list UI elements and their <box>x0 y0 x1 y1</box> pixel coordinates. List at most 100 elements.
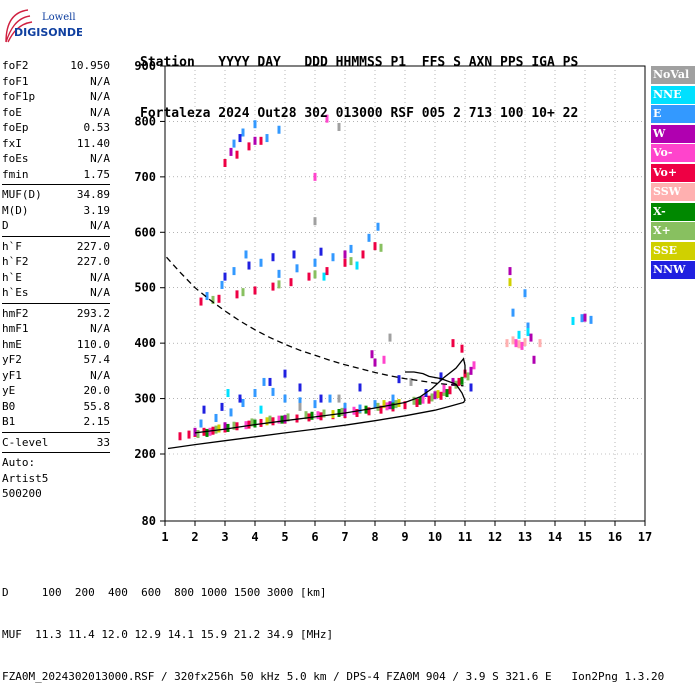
echo-point <box>508 278 512 287</box>
echo-point <box>448 386 452 395</box>
param-divider <box>2 302 110 304</box>
echo-point <box>265 417 269 426</box>
param-group-1: foF2 10.950 foF1 N/A foF1p N/A foE N/A foEp 0… <box>2 58 110 182</box>
echo-point <box>442 384 446 393</box>
echo-point <box>271 253 275 262</box>
echo-point <box>253 419 257 428</box>
param-row-yE: yE 20.0 <box>2 384 110 397</box>
echo-point <box>436 390 440 399</box>
echo-point <box>316 411 320 420</box>
echo-point <box>253 389 257 398</box>
echo-point <box>526 322 530 331</box>
echo-point <box>355 261 359 270</box>
echo-point <box>232 267 236 276</box>
echo-point <box>241 399 245 408</box>
y-tick-label: 500 <box>134 281 156 295</box>
series-e <box>199 120 593 428</box>
echo-point <box>580 314 584 323</box>
series-ssw <box>505 336 542 349</box>
x-tick-label: 2 <box>191 530 198 544</box>
echo-point <box>277 269 281 278</box>
echo-point <box>517 330 521 339</box>
echo-point <box>241 288 245 297</box>
echo-point <box>298 383 302 392</box>
file-info-row: FZA0M_2024302013000.RSF / 320fx256h 50 k… <box>2 670 665 683</box>
header-labels: Station YYYY DAY DDD HHMMSS P1 FFS S AXN… <box>140 55 579 70</box>
echo-point <box>325 267 329 276</box>
param-divider <box>2 235 110 237</box>
echo-point <box>214 413 218 422</box>
echo-point <box>298 397 302 406</box>
legend-item: X+ <box>651 222 695 240</box>
echo-point <box>247 261 251 270</box>
echo-point <box>277 125 281 134</box>
param-group-2: MUF(D) 34.89 M(D) 3.19 D N/A <box>2 187 110 234</box>
param-divider <box>2 184 110 185</box>
echo-point <box>373 400 377 409</box>
echo-point <box>271 387 275 396</box>
param-row-d: D N/A <box>2 219 110 232</box>
echo-point <box>244 250 248 259</box>
echo-point <box>232 421 236 430</box>
echo-point <box>337 408 341 417</box>
echo-point <box>283 415 287 424</box>
echo-point <box>511 308 515 317</box>
x-tick-label: 13 <box>518 530 532 544</box>
echo-point <box>409 377 413 386</box>
echo-point <box>418 396 422 405</box>
echo-point <box>280 415 284 424</box>
param-row-clevel: C-level 33 <box>2 435 110 449</box>
echo-point <box>331 253 335 262</box>
echo-point <box>469 366 473 375</box>
echo-point <box>295 264 299 273</box>
echo-point <box>343 258 347 267</box>
echo-point <box>451 339 455 348</box>
param-row-foE: foE N/A <box>2 105 110 119</box>
echo-point <box>472 361 476 370</box>
echo-points <box>178 114 593 441</box>
param-row-foF2: foF2 10.950 <box>2 59 110 72</box>
echo-point <box>373 242 377 251</box>
legend-item: Vo- <box>651 144 695 162</box>
echo-point <box>340 407 344 416</box>
y-tick-label: 800 <box>134 114 156 128</box>
echo-point <box>412 396 416 405</box>
param-row-hmF1: hmF1 N/A <box>2 322 110 335</box>
x-tick-label: 3 <box>221 530 228 544</box>
echo-point <box>244 421 248 430</box>
param-row-hmE: hmE 110.0 <box>2 337 110 351</box>
echo-point <box>268 377 272 386</box>
echo-point <box>196 430 200 439</box>
echo-point <box>238 134 242 143</box>
y-tick-label: 400 <box>134 336 156 350</box>
param-row-md: M(D) 3.19 <box>2 203 110 217</box>
param-row-B0: B0 55.8 <box>2 399 110 413</box>
echo-point <box>367 233 371 242</box>
echo-point <box>205 428 209 437</box>
param-row-yF2: yF2 57.4 <box>2 353 110 366</box>
legend-item: NNE <box>651 85 695 104</box>
curve-mfactor <box>166 256 464 387</box>
echo-point <box>217 294 221 303</box>
auto-version: 500200 <box>2 487 42 500</box>
y-tick-label: 900 <box>134 59 156 73</box>
echo-point <box>259 258 263 267</box>
echo-point <box>217 424 221 433</box>
echo-point <box>358 404 362 413</box>
curve-muf <box>194 357 466 434</box>
echo-point <box>241 128 245 137</box>
legend-item: X- <box>651 202 695 221</box>
echo-point <box>460 344 464 353</box>
echo-point <box>313 217 317 226</box>
legend-item: E <box>651 105 695 123</box>
echo-point <box>379 405 383 414</box>
echo-point <box>277 280 281 289</box>
echo-point <box>259 405 263 414</box>
lowell-digisonde-logo: Lowell DIGISONDE <box>5 9 82 43</box>
echo-point <box>382 400 386 409</box>
echo-point <box>526 328 530 337</box>
param-row-foEp: foEp 0.53 <box>2 121 110 134</box>
echo-point <box>325 114 329 123</box>
param-row-hE: h`E N/A <box>2 270 110 284</box>
x-tick-label: 6 <box>311 530 318 544</box>
